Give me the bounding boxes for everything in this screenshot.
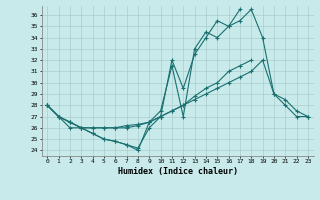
X-axis label: Humidex (Indice chaleur): Humidex (Indice chaleur) xyxy=(118,167,237,176)
